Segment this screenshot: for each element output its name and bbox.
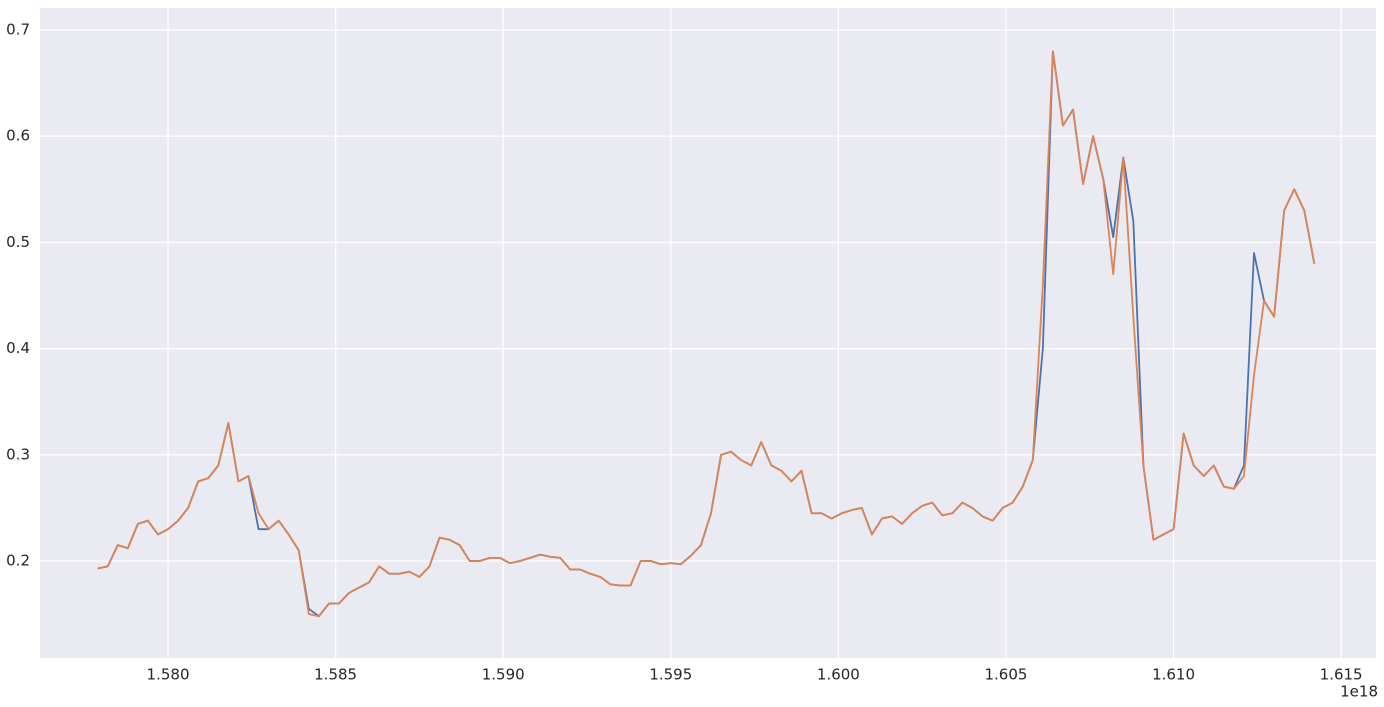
x-tick-label: 1.580	[147, 666, 190, 684]
x-tick-label: 1.585	[314, 666, 357, 684]
y-tick-label: 0.3	[6, 445, 30, 463]
y-tick-label: 0.4	[6, 339, 30, 357]
x-tick-label: 1.600	[817, 666, 860, 684]
y-tick-label: 0.6	[6, 127, 30, 145]
x-tick-label: 1.615	[1320, 666, 1363, 684]
y-tick-label: 0.5	[6, 233, 30, 251]
x-tick-label: 1.595	[649, 666, 692, 684]
x-tick-label: 1.605	[984, 666, 1027, 684]
series-line	[97, 50, 1316, 618]
x-offset-label: 1e18	[1340, 683, 1378, 701]
x-tick-label: 1.590	[482, 666, 525, 684]
y-tick-label: 0.2	[6, 552, 30, 570]
y-tick-label: 0.7	[6, 20, 30, 38]
x-tick-label: 1.610	[1152, 666, 1195, 684]
plot-area	[40, 8, 1376, 658]
